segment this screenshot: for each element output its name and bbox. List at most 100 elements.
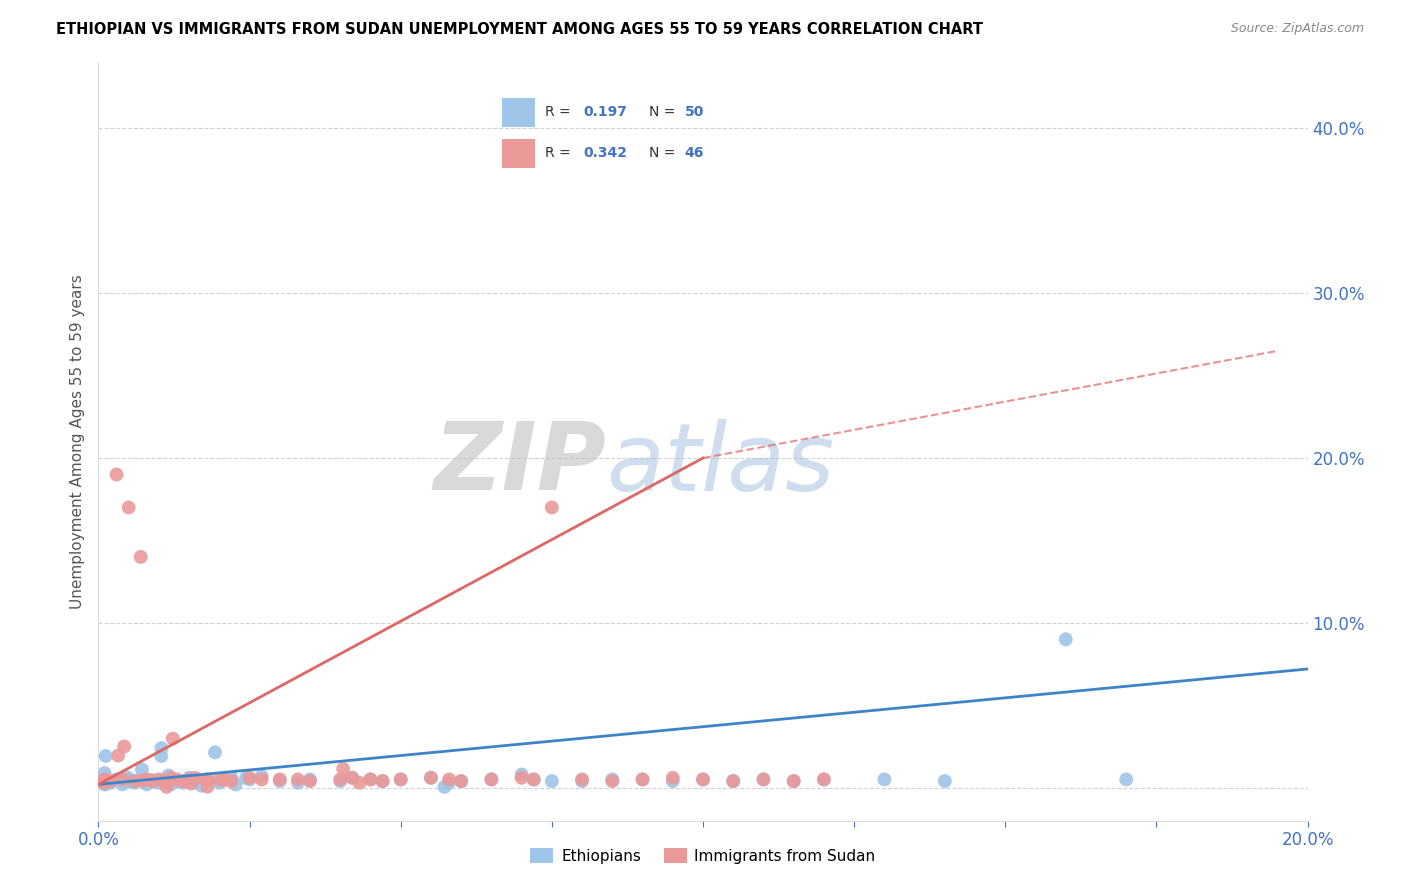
Point [239, 772, 262, 787]
Point [195, 772, 218, 787]
Point [153, 772, 176, 787]
Point [342, 771, 364, 785]
Point [195, 772, 218, 787]
Point [752, 772, 775, 787]
Point [287, 772, 309, 787]
Point [389, 772, 412, 787]
Point [329, 774, 352, 789]
Point [420, 771, 443, 785]
Point [250, 769, 273, 783]
FancyBboxPatch shape [502, 98, 536, 127]
Text: ZIP: ZIP [433, 418, 606, 510]
Point [124, 774, 146, 789]
Point [1115, 772, 1137, 787]
Point [360, 772, 382, 787]
Point [540, 500, 562, 515]
Point [723, 774, 745, 789]
Text: Source: ZipAtlas.com: Source: ZipAtlas.com [1230, 22, 1364, 36]
Point [299, 774, 322, 789]
Point [661, 771, 683, 785]
Point [195, 773, 218, 788]
Point [179, 771, 201, 785]
Point [112, 739, 135, 754]
Point [1054, 632, 1077, 647]
Point [510, 771, 533, 785]
Point [93, 776, 115, 790]
Point [155, 780, 177, 794]
Point [172, 776, 194, 790]
Point [433, 780, 456, 794]
Point [602, 774, 624, 789]
Point [481, 772, 503, 787]
Point [131, 763, 153, 777]
Point [162, 731, 184, 746]
Point [571, 774, 593, 789]
Point [250, 772, 273, 787]
Point [118, 772, 141, 787]
Point [166, 774, 188, 789]
Text: ETHIOPIAN VS IMMIGRANTS FROM SUDAN UNEMPLOYMENT AMONG AGES 55 TO 59 YEARS CORREL: ETHIOPIAN VS IMMIGRANTS FROM SUDAN UNEMP… [56, 22, 983, 37]
Point [481, 772, 503, 787]
Point [723, 774, 745, 789]
Point [269, 774, 291, 789]
Point [204, 745, 226, 759]
Point [153, 774, 176, 789]
Text: 50: 50 [685, 105, 704, 120]
Text: atlas: atlas [606, 418, 835, 510]
Point [100, 776, 122, 790]
Point [93, 774, 115, 789]
Point [349, 776, 371, 790]
Point [332, 762, 354, 776]
Point [510, 767, 533, 781]
Point [150, 749, 173, 764]
Point [142, 774, 165, 789]
Point [190, 779, 212, 793]
Point [287, 776, 309, 790]
Point [371, 774, 394, 789]
Point [94, 749, 117, 764]
Text: R =: R = [546, 146, 571, 161]
Point [135, 772, 157, 787]
Point [100, 774, 122, 789]
Point [360, 772, 382, 787]
Point [107, 748, 129, 763]
Point [299, 772, 322, 787]
Point [94, 777, 117, 791]
Point [221, 774, 243, 789]
Point [389, 772, 412, 787]
Point [124, 776, 146, 790]
Point [540, 774, 562, 789]
Point [150, 741, 173, 756]
Point [148, 776, 170, 790]
Point [208, 772, 231, 787]
Point [239, 771, 262, 785]
Point [214, 772, 236, 787]
Point [184, 771, 207, 785]
Point [105, 467, 128, 482]
Point [179, 772, 201, 787]
Point [111, 777, 134, 791]
Text: N =: N = [650, 146, 675, 161]
Point [93, 772, 115, 787]
Point [135, 777, 157, 791]
Point [142, 774, 165, 789]
Y-axis label: Unemployment Among Ages 55 to 59 years: Unemployment Among Ages 55 to 59 years [69, 274, 84, 609]
Point [269, 772, 291, 787]
Point [115, 770, 138, 784]
Point [225, 777, 247, 791]
Point [450, 774, 472, 789]
Point [602, 772, 624, 787]
Point [184, 774, 207, 789]
Point [692, 772, 714, 787]
Point [523, 772, 546, 787]
Point [208, 776, 231, 790]
Point [111, 772, 134, 787]
Point [148, 772, 170, 787]
Point [783, 774, 806, 789]
Point [139, 772, 162, 787]
Point [105, 772, 128, 787]
Point [342, 771, 364, 785]
Point [450, 774, 472, 789]
Text: R =: R = [546, 105, 571, 120]
Point [131, 773, 153, 788]
